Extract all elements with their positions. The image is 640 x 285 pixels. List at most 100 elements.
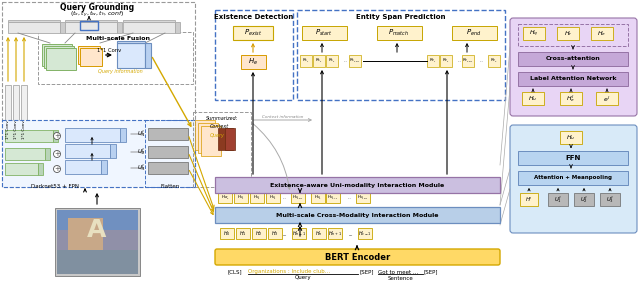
Text: BERT Encoder: BERT Encoder [325, 253, 390, 262]
Text: $H_e$: $H_e$ [597, 30, 607, 38]
Text: $U_1^f$: $U_1^f$ [137, 129, 145, 139]
Bar [2, 2, 195, 187]
Text: $R_{s_2}$: $R_{s_2}$ [316, 57, 323, 65]
Text: Got to meet …: Got to meet … [378, 270, 419, 274]
Bar [297, 10, 505, 100]
Bar [600, 193, 620, 206]
Bar [358, 228, 372, 239]
Bar [218, 192, 232, 203]
Text: Cross-attention: Cross-attention [546, 56, 600, 62]
Text: ...: ... [347, 196, 351, 200]
Text: $H_{n-1}$: $H_{n-1}$ [292, 229, 306, 239]
Text: ...: ... [283, 231, 287, 237]
Text: [SEP]: [SEP] [360, 270, 374, 274]
Bar [560, 92, 582, 105]
Bar [220, 228, 234, 239]
Text: $R_{s_1}$: $R_{s_1}$ [302, 57, 310, 65]
Text: Darknet53 + FPN: Darknet53 + FPN [31, 184, 79, 188]
Text: +: + [54, 151, 60, 157]
Text: $U_1^f$: $U_1^f$ [554, 195, 562, 205]
Bar [250, 192, 264, 203]
Bar [300, 55, 312, 67]
Bar [57, 250, 138, 274]
Bar [328, 228, 342, 239]
Bar [117, 22, 122, 33]
Bar [427, 55, 439, 67]
Text: FFN: FFN [565, 155, 580, 161]
Bar [57, 210, 138, 274]
Text: Entity Span Prediction: Entity Span Prediction [356, 14, 445, 20]
Text: $U_3^f$: $U_3^f$ [137, 163, 145, 173]
Text: ...: ... [343, 59, 347, 63]
Bar [313, 55, 325, 67]
Bar [518, 72, 628, 86]
Bar [596, 92, 618, 105]
Bar [38, 32, 193, 84]
Bar [117, 43, 145, 68]
Bar [145, 120, 195, 187]
Bar [175, 22, 180, 33]
Text: 1*1 Conv: 1*1 Conv [97, 48, 121, 54]
Bar [53, 130, 58, 142]
Bar [8, 22, 60, 33]
Text: Query Grounding: Query Grounding [60, 3, 134, 13]
Text: Attention + Meanpooling: Attention + Meanpooling [534, 176, 612, 180]
Bar [13, 85, 19, 175]
Text: Sentence: Sentence [387, 276, 413, 280]
Text: ...: ... [349, 231, 353, 237]
Text: +: + [54, 133, 60, 139]
Text: $H_{u_1}$: $H_{u_1}$ [237, 194, 245, 202]
Bar [198, 123, 218, 153]
Bar [55, 208, 140, 276]
Text: Flatten: Flatten [161, 184, 180, 188]
Text: $H_2$: $H_2$ [255, 229, 263, 239]
Bar [5, 163, 38, 175]
Bar [46, 48, 76, 70]
Text: Label Attention Network: Label Attention Network [530, 76, 616, 82]
Text: $P_{start}$: $P_{start}$ [315, 28, 333, 38]
Bar [110, 144, 116, 158]
Text: $H_{u_{n-1}}$: $H_{u_{n-1}}$ [292, 194, 304, 202]
Bar [2, 120, 195, 187]
Bar [312, 228, 326, 239]
Bar [241, 55, 266, 69]
Text: $H_{u_n}$: $H_{u_n}$ [314, 194, 322, 202]
Text: $H_u$: $H_u$ [566, 134, 575, 142]
Text: Organizations : Include club…: Organizations : Include club… [248, 270, 330, 274]
Bar [65, 128, 120, 142]
Bar [80, 21, 98, 30]
Bar [65, 20, 117, 22]
Circle shape [54, 150, 61, 158]
Bar [291, 192, 305, 203]
Text: $H_e^l$: $H_e^l$ [566, 93, 575, 104]
Bar [452, 26, 497, 40]
Bar [233, 26, 273, 40]
Bar [518, 171, 628, 185]
Bar [193, 112, 251, 187]
Text: $R_{s_3}$: $R_{s_3}$ [328, 57, 336, 65]
Text: $H_{n+1}$: $H_{n+1}$ [328, 229, 342, 239]
FancyBboxPatch shape [510, 125, 637, 233]
Text: $H_n$: $H_n$ [316, 229, 323, 239]
Bar [65, 22, 117, 33]
Bar [349, 55, 361, 67]
Text: Query information: Query information [98, 68, 142, 74]
Text: $H_{u_{c-1}}$: $H_{u_{c-1}}$ [357, 194, 369, 202]
Bar [518, 52, 628, 66]
Text: Context: Context [210, 123, 229, 129]
Text: [SEP]: [SEP] [424, 270, 438, 274]
Bar [218, 128, 233, 150]
Bar [557, 27, 579, 40]
Text: $R_{e_1}$: $R_{e_1}$ [429, 57, 437, 65]
Bar [356, 192, 370, 203]
Bar [45, 148, 50, 160]
Text: $H_{c-1}$: $H_{c-1}$ [358, 229, 372, 239]
Bar [123, 22, 175, 33]
Bar [57, 230, 138, 274]
Bar [522, 92, 544, 105]
Text: $H_{u_2}$: $H_{u_2}$ [253, 194, 261, 202]
Text: Query: Query [210, 133, 225, 137]
Bar [8, 20, 60, 22]
Bar [523, 27, 545, 40]
Bar [148, 128, 188, 140]
